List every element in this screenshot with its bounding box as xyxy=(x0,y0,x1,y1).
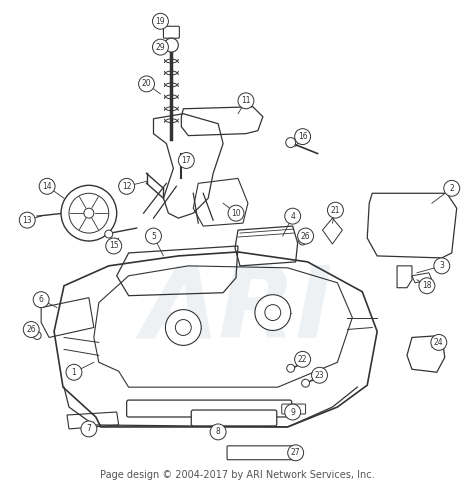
Circle shape xyxy=(138,76,155,92)
Circle shape xyxy=(265,304,281,320)
Circle shape xyxy=(105,230,113,238)
Circle shape xyxy=(33,332,41,339)
Circle shape xyxy=(288,445,304,461)
Circle shape xyxy=(39,179,55,194)
Text: Page design © 2004-2017 by ARI Network Services, Inc.: Page design © 2004-2017 by ARI Network S… xyxy=(100,469,374,480)
Text: 20: 20 xyxy=(142,79,151,89)
Text: 14: 14 xyxy=(42,182,52,191)
FancyBboxPatch shape xyxy=(127,400,292,417)
Text: ARI: ARI xyxy=(141,261,333,358)
Text: 6: 6 xyxy=(39,295,44,304)
Circle shape xyxy=(153,39,168,55)
Text: 4: 4 xyxy=(290,212,295,221)
Circle shape xyxy=(33,292,49,308)
Circle shape xyxy=(444,181,460,197)
Circle shape xyxy=(285,404,301,420)
Circle shape xyxy=(23,321,39,337)
Text: 26: 26 xyxy=(301,231,310,241)
Circle shape xyxy=(164,38,178,52)
Circle shape xyxy=(255,295,291,331)
Text: 1: 1 xyxy=(72,368,76,377)
Text: 15: 15 xyxy=(109,242,118,251)
Text: 10: 10 xyxy=(231,209,241,218)
Circle shape xyxy=(106,238,122,254)
Text: 7: 7 xyxy=(86,424,91,433)
Circle shape xyxy=(419,278,435,294)
Text: 26: 26 xyxy=(27,325,36,334)
Text: 3: 3 xyxy=(439,261,444,271)
Circle shape xyxy=(118,179,135,194)
Circle shape xyxy=(84,208,94,218)
FancyBboxPatch shape xyxy=(227,446,297,460)
Text: 5: 5 xyxy=(151,231,156,241)
Circle shape xyxy=(295,129,310,145)
Circle shape xyxy=(210,424,226,440)
Circle shape xyxy=(228,205,244,221)
Circle shape xyxy=(286,137,296,148)
Text: 19: 19 xyxy=(155,17,165,26)
Circle shape xyxy=(311,367,328,383)
Text: 23: 23 xyxy=(315,371,324,380)
Circle shape xyxy=(434,258,450,274)
Circle shape xyxy=(295,351,310,367)
Text: 13: 13 xyxy=(22,216,32,225)
Circle shape xyxy=(81,421,97,437)
FancyBboxPatch shape xyxy=(164,26,179,38)
Circle shape xyxy=(19,212,35,228)
FancyBboxPatch shape xyxy=(191,410,277,426)
Text: 18: 18 xyxy=(422,281,432,290)
Circle shape xyxy=(301,379,310,387)
Circle shape xyxy=(287,364,295,372)
Circle shape xyxy=(431,334,447,350)
Text: 11: 11 xyxy=(241,96,251,106)
Circle shape xyxy=(146,228,162,244)
Circle shape xyxy=(153,14,168,29)
Circle shape xyxy=(66,364,82,380)
Circle shape xyxy=(298,228,313,244)
Circle shape xyxy=(285,208,301,224)
Text: 16: 16 xyxy=(298,132,308,141)
Text: 21: 21 xyxy=(331,206,340,215)
Circle shape xyxy=(328,202,343,218)
Text: 17: 17 xyxy=(182,156,191,165)
Circle shape xyxy=(178,152,194,168)
Circle shape xyxy=(299,237,307,245)
Circle shape xyxy=(69,193,109,233)
Circle shape xyxy=(165,310,201,346)
Circle shape xyxy=(61,185,117,241)
Text: 8: 8 xyxy=(216,427,220,437)
Text: 24: 24 xyxy=(434,338,444,347)
Circle shape xyxy=(175,319,191,335)
Text: 22: 22 xyxy=(298,355,307,364)
Text: 2: 2 xyxy=(449,184,454,193)
Text: 12: 12 xyxy=(122,182,131,191)
Text: 27: 27 xyxy=(291,448,301,457)
FancyBboxPatch shape xyxy=(282,404,306,414)
Text: 29: 29 xyxy=(155,43,165,52)
Circle shape xyxy=(238,93,254,109)
Text: 9: 9 xyxy=(290,408,295,417)
